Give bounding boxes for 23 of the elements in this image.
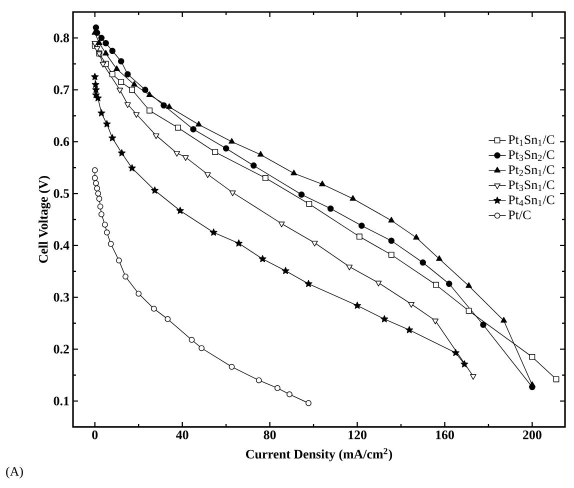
x-tick-label: 120	[348, 430, 366, 440]
legend-label: Pt$_{4}$Sn$_{1}$/C	[508, 196, 554, 206]
x-tick-label: 80	[264, 430, 276, 440]
y-tick-label: 0.1	[54, 396, 69, 406]
x-tick-label: 160	[436, 430, 454, 440]
y-tick-label: 0.2	[54, 344, 69, 354]
x-tick-label: 0	[92, 430, 98, 440]
legend-label: Pt$_{1}$Sn$_{1}$/C	[508, 135, 554, 146]
x-tick-label: 200	[523, 430, 542, 440]
x-tick-label: 40	[176, 430, 188, 440]
legend-label: Pt$_{2}$Sn$_{1}$/C	[508, 165, 554, 176]
y-axis-title: Cell Voltage (V)	[38, 176, 50, 263]
y-tick-label: 0.5	[54, 189, 70, 198]
x-axis-title: Current Density (mA/cm$^{2}$)	[246, 448, 392, 462]
y-tick-label: 0.3	[54, 292, 70, 302]
y-tick-label: 0.7	[54, 85, 70, 94]
y-tick-label: 0.6	[54, 137, 70, 146]
y-tick-label: 0.8	[54, 34, 70, 42]
text: (A)	[6, 466, 23, 478]
y-tick-label: 0.4	[54, 241, 70, 250]
legend-label: Pt$_{3}$Sn$_{2}$/C	[508, 150, 554, 161]
legend-label: Pt/C	[508, 210, 530, 220]
legend-label: Pt$_{3}$Sn$_{1}$/C	[508, 180, 554, 192]
